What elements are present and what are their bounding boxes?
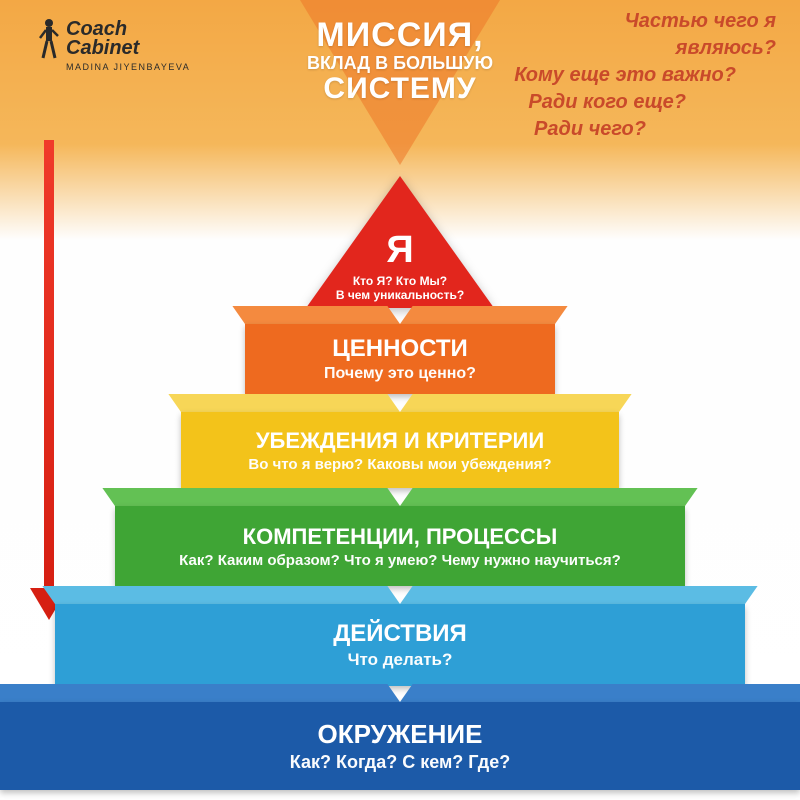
person-icon [38, 18, 60, 60]
level-subtitle: Как? Когда? С кем? Где? [290, 752, 511, 773]
pyramid-level-mission-apex: ЯКто Я? Кто Мы? В чем уникальность? [306, 176, 494, 308]
side-q-1: являюсь? [514, 35, 776, 62]
level-face: ЦЕННОСТИ Почему это ценно? [245, 324, 555, 394]
side-q-2: Кому еще это важно? [514, 62, 776, 89]
level-subtitle: Почему это ценно? [324, 365, 476, 383]
side-q-0: Частью чего я [514, 8, 776, 35]
header-line1: МИССИЯ, [307, 16, 493, 55]
pyramid-level-competencies: КОМПЕТЕНЦИИ, ПРОЦЕССЫ Как? Каким образом?… [115, 506, 685, 586]
logo-text: Coach Cabinet MADINA JIYENBAYEVA [66, 18, 190, 72]
logo-line2: Cabinet [66, 37, 190, 60]
level-subtitle: Во что я верю? Каковы мои убеждения? [248, 456, 551, 473]
level-face: ОКРУЖЕНИЕКак? Когда? С кем? Где? [0, 702, 800, 790]
level-title: УБЕЖДЕНИЯ И КРИТЕРИИ [256, 428, 544, 454]
side-questions: Частью чего я являюсь? Кому еще это важн… [514, 8, 776, 143]
level-title: ЦЕННОСТИ [332, 335, 468, 363]
brand-logo: Coach Cabinet MADINA JIYENBAYEVA [38, 18, 190, 72]
level-top-edge [181, 394, 619, 412]
pyramid-level-beliefs: УБЕЖДЕНИЯ И КРИТЕРИИ Во что я верю? Каков… [181, 412, 619, 488]
pyramid-level-actions: ДЕЙСТВИЯЧто делать? [55, 604, 745, 686]
level-subtitle: Кто Я? Кто Мы? В чем уникальность? [300, 274, 500, 302]
level-face: КОМПЕТЕНЦИИ, ПРОЦЕССЫ Как? Каким образом?… [115, 506, 685, 586]
level-top-edge [115, 488, 685, 506]
pyramid-level-environment: ОКРУЖЕНИЕКак? Когда? С кем? Где? [0, 702, 800, 790]
level-subtitle: Что делать? [348, 650, 453, 670]
level-title: Я [300, 229, 500, 272]
header-line2: ВКЛАД В БОЛЬШУЮ [307, 53, 493, 74]
level-title: ОКРУЖЕНИЕ [318, 719, 483, 750]
level-title: КОМПЕТЕНЦИИ, ПРОЦЕССЫ [243, 524, 558, 550]
pyramid-level-values: ЦЕННОСТИ Почему это ценно? [245, 324, 555, 394]
level-subtitle: Как? Каким образом? Что я умею? Чему нуж… [179, 552, 621, 569]
level-face: УБЕЖДЕНИЯ И КРИТЕРИИ Во что я верю? Каков… [181, 412, 619, 488]
level-top-edge [55, 586, 745, 604]
level-top-edge [0, 684, 800, 702]
level-top-edge [245, 306, 555, 324]
side-q-4: Ради чего? [514, 116, 776, 143]
apex-text: ЯКто Я? Кто Мы? В чем уникальность? [300, 229, 500, 302]
header-title: МИССИЯ, ВКЛАД В БОЛЬШУЮ СИСТЕМУ [307, 16, 493, 106]
pyramid-diagram: ЯКто Я? Кто Мы? В чем уникальность? ЦЕННО… [0, 150, 800, 790]
header-line3: СИСТЕМУ [307, 72, 493, 106]
logo-subtitle: MADINA JIYENBAYEVA [66, 62, 190, 72]
level-face: ДЕЙСТВИЯЧто делать? [55, 604, 745, 686]
level-title: ДЕЙСТВИЯ [333, 620, 467, 648]
side-q-3: Ради кого еще? [514, 89, 776, 116]
